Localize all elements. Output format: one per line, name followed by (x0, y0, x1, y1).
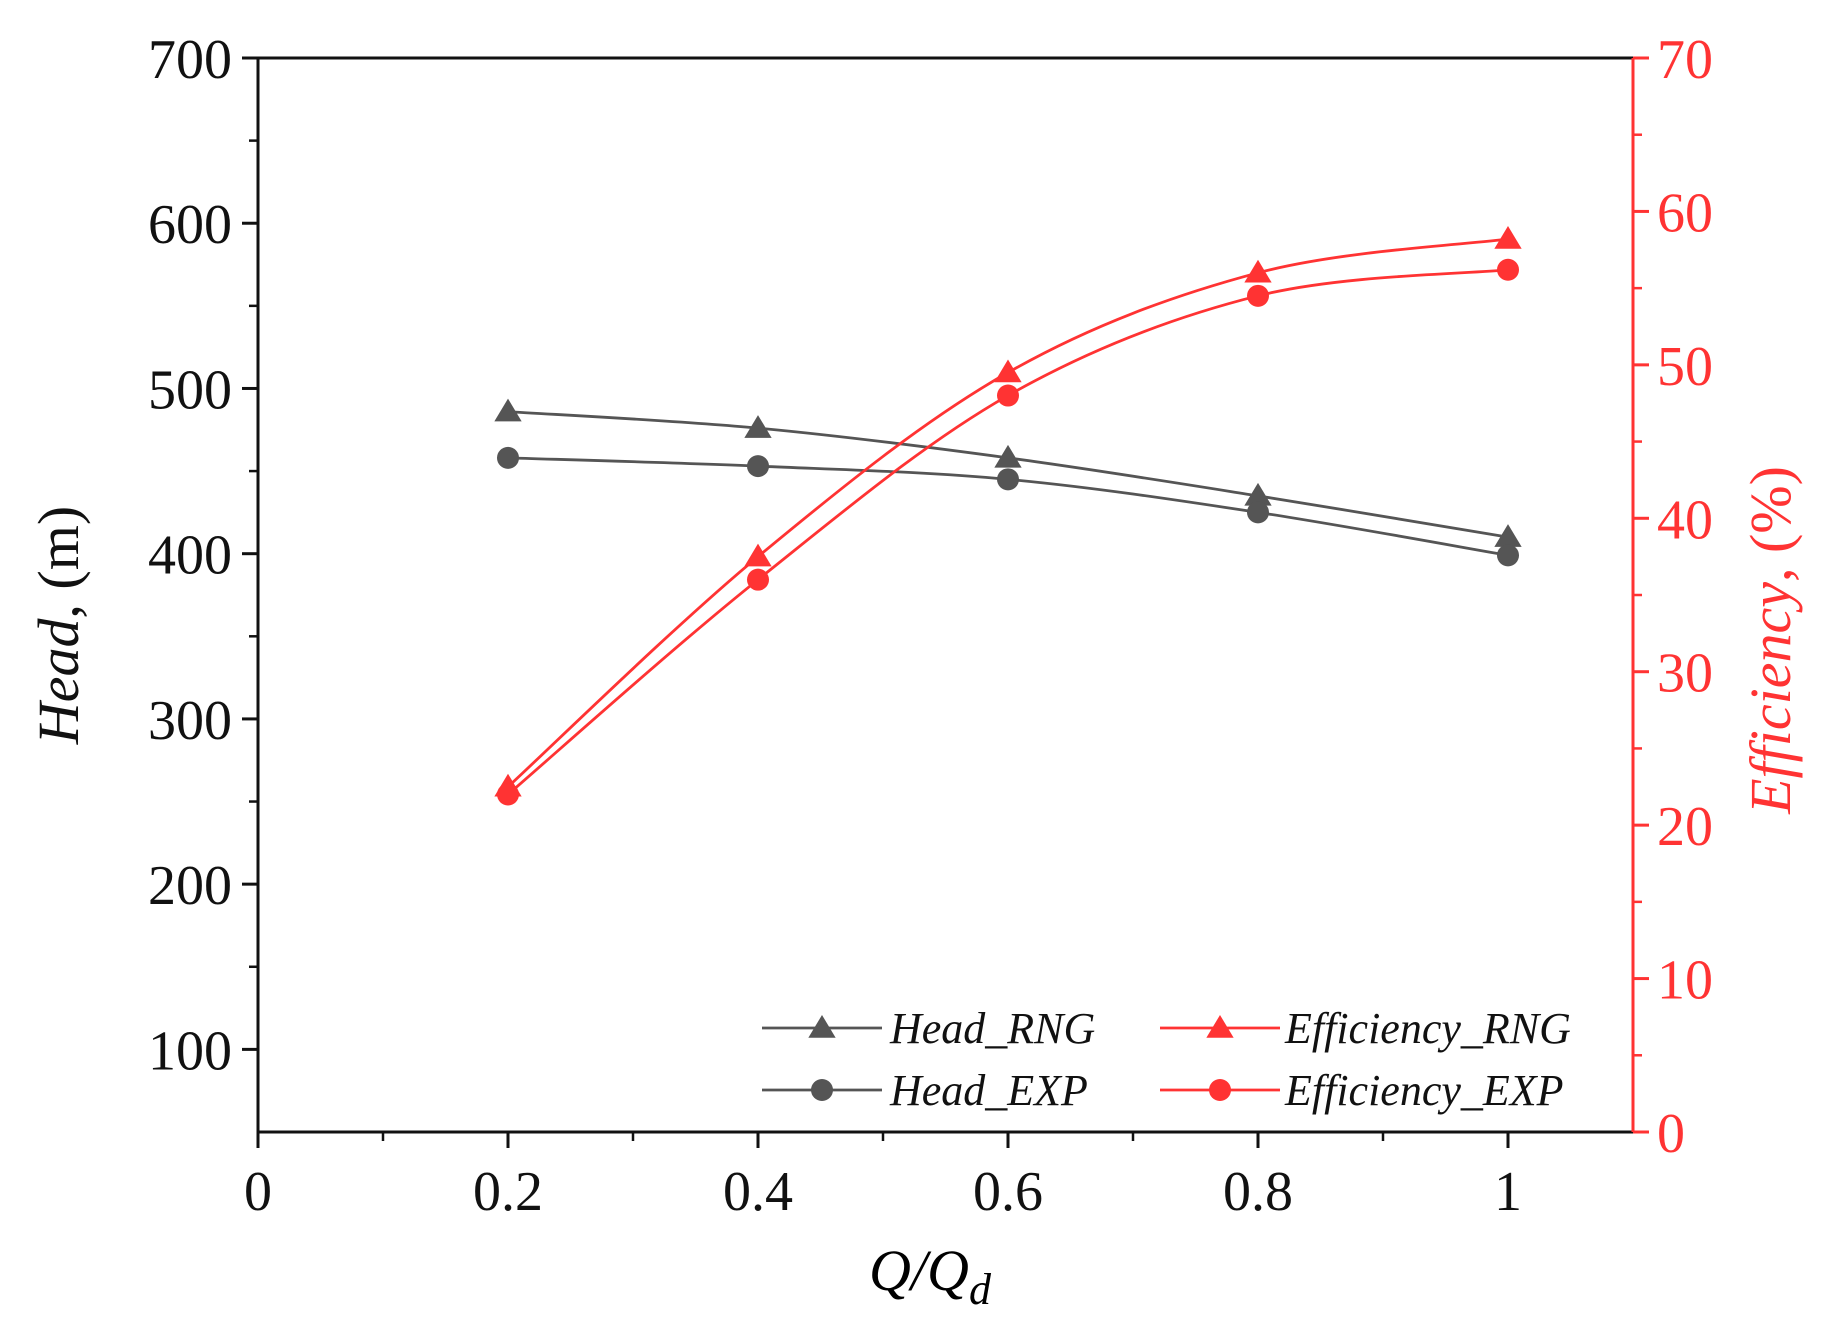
data-point-head-exp (997, 468, 1019, 491)
x-axis-title: Q/Qd (869, 1238, 992, 1314)
legend-item-efficiency-rng: Efficiency_RNG (1160, 1004, 1571, 1053)
data-point-head-exp (1247, 501, 1269, 524)
data-point-head-rng (994, 444, 1022, 468)
y-right-tick-label: 40 (1657, 489, 1713, 551)
y-left-tick-label: 700 (148, 29, 232, 91)
y-left-tick-label: 600 (148, 194, 232, 256)
data-point-head-exp (1497, 544, 1519, 567)
series-line-efficiency-rng (507, 237, 1509, 788)
plot-frame (256, 56, 1635, 1134)
y-right-tick-label: 50 (1657, 336, 1713, 398)
legend-marker-efficiency-rng (1206, 1015, 1234, 1038)
y-right-tick-label: 10 (1657, 950, 1713, 1012)
y-left-tick-label: 500 (148, 359, 232, 421)
y-axis-right-title-rest: , (%) (1738, 466, 1803, 582)
legend-marker-efficiency-exp (1209, 1079, 1231, 1101)
x-tick-label: 0.8 (1223, 1161, 1293, 1223)
series-efficiency-rng (494, 226, 1522, 797)
y-axis-left: 100 200 300 400 500 600 700 (148, 29, 258, 1082)
series-efficiency-exp (497, 258, 1519, 806)
x-tick-label: 0.2 (473, 1161, 543, 1223)
series-head-rng (494, 398, 1522, 547)
y-left-tick-label: 300 (148, 690, 232, 752)
data-point-head-rng (494, 398, 522, 422)
legend-label-head-exp: Head_EXP (889, 1066, 1088, 1115)
data-point-efficiency-rng (1244, 259, 1272, 283)
y-right-tick-label: 20 (1657, 796, 1713, 858)
data-point-efficiency-rng (994, 359, 1022, 383)
x-tick-label: 0.4 (723, 1161, 793, 1223)
data-point-head-exp (497, 446, 519, 469)
legend-label-head-rng: Head_RNG (889, 1004, 1095, 1053)
x-tick-label: 1 (1494, 1161, 1522, 1223)
y-axis-left-title-italic: Head (26, 618, 91, 746)
data-point-efficiency-exp (1497, 258, 1519, 281)
data-point-head-rng (1494, 524, 1522, 547)
y-right-tick-label: 60 (1657, 182, 1713, 244)
data-point-efficiency-exp (747, 568, 769, 591)
data-point-efficiency-rng (744, 543, 772, 567)
y-left-tick-label: 200 (148, 855, 232, 917)
y-axis-left-title: Head, (m) (26, 506, 91, 745)
data-point-head-rng (1244, 482, 1272, 506)
y-axis-right-title-italic: Efficiency (1738, 582, 1803, 815)
data-point-head-exp (747, 455, 769, 478)
y-right-tick-label: 0 (1657, 1103, 1685, 1165)
series-layer (494, 226, 1522, 806)
legend-label-efficiency-exp: Efficiency_EXP (1284, 1066, 1564, 1115)
data-point-efficiency-exp (1247, 284, 1269, 307)
y-axis-right-title: Efficiency, (%) (1738, 466, 1803, 815)
y-left-tick-label: 400 (148, 525, 232, 587)
data-point-head-rng (744, 415, 772, 438)
x-axis: 0 0.2 0.4 0.6 0.8 1 (244, 1132, 1522, 1223)
legend-label-efficiency-rng: Efficiency_RNG (1284, 1004, 1571, 1053)
y-right-tick-label: 70 (1657, 29, 1713, 91)
legend-item-head-rng: Head_RNG (762, 1004, 1095, 1053)
y-axis-left-title-rest: , (m) (26, 506, 91, 619)
x-axis-title-main: Q/Q (869, 1238, 969, 1303)
data-point-efficiency-exp (497, 783, 519, 806)
y-left-tick-label: 100 (148, 1020, 232, 1082)
x-tick-label: 0 (244, 1161, 272, 1223)
y-axis-right: 0 10 20 30 40 50 60 70 (1633, 29, 1713, 1165)
series-head-exp (497, 446, 1519, 567)
x-axis-title-subscript: d (969, 1265, 992, 1314)
legend-marker-head-exp (811, 1079, 833, 1101)
legend: Head_RNG Head_EXP Efficiency_RNG Efficiency… (762, 1004, 1571, 1115)
legend-item-head-exp: Head_EXP (762, 1066, 1088, 1115)
data-point-efficiency-exp (997, 384, 1019, 407)
x-tick-label: 0.6 (973, 1161, 1043, 1223)
y-right-tick-label: 30 (1657, 643, 1713, 705)
legend-marker-head-rng (808, 1015, 836, 1038)
data-point-efficiency-rng (1494, 226, 1522, 249)
series-line-efficiency-exp (507, 268, 1509, 796)
legend-item-efficiency-exp: Efficiency_EXP (1160, 1066, 1564, 1115)
